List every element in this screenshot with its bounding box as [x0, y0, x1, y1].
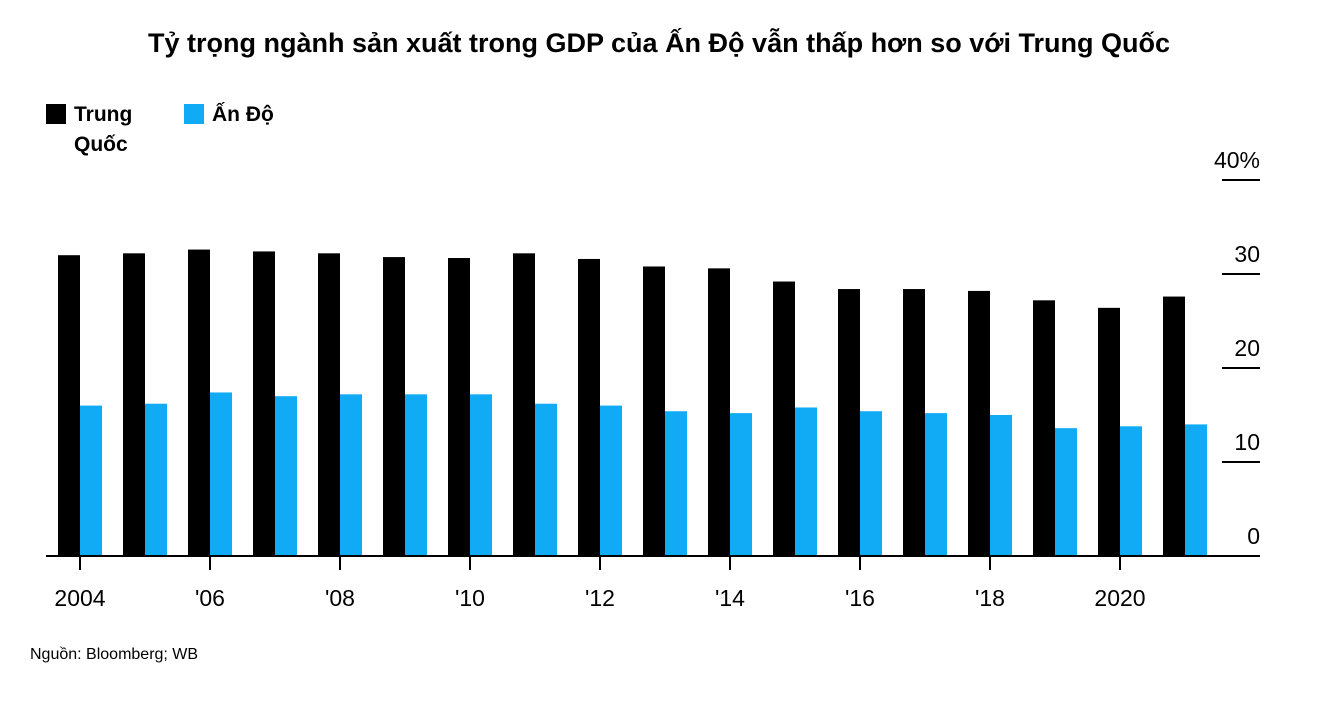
- bar-china: [188, 249, 210, 556]
- bar-china: [1098, 307, 1120, 556]
- bar-china: [1163, 296, 1185, 556]
- legend-swatch-india: [184, 104, 204, 124]
- legend-label-india: Ấn Độ: [212, 103, 274, 126]
- legend-label-china: Trung Quốc: [74, 103, 133, 156]
- bar-china: [708, 268, 730, 556]
- x-tick-label: 2004: [54, 585, 105, 611]
- chart-title: Tỷ trọng ngành sản xuất trong GDP của Ấn…: [148, 28, 1170, 58]
- bar-india: [925, 413, 947, 556]
- bar-china: [448, 258, 470, 556]
- legend-swatch-china: [46, 104, 66, 124]
- bar-india: [275, 396, 297, 556]
- bar-india: [80, 405, 102, 556]
- bar-india: [860, 411, 882, 556]
- bar-india: [535, 403, 557, 556]
- bar-india: [665, 411, 687, 556]
- bar-china: [123, 253, 145, 556]
- x-tick-label: '10: [455, 585, 485, 611]
- y-tick-label: 10: [1234, 429, 1260, 455]
- bar-china: [903, 289, 925, 556]
- bar-china: [773, 281, 795, 556]
- x-tick-label: '16: [845, 585, 875, 611]
- x-tick-label: '18: [975, 585, 1005, 611]
- x-tick-label: '14: [715, 585, 745, 611]
- bar-china: [253, 251, 275, 556]
- bar-india: [795, 407, 817, 556]
- bar-india: [730, 413, 752, 556]
- bar-india: [600, 405, 622, 556]
- bar-china: [578, 258, 600, 556]
- y-tick-label: 30: [1234, 241, 1260, 267]
- x-tick-label: '06: [195, 585, 225, 611]
- legend: Trung Quốc Ấn Độ: [46, 100, 274, 160]
- bar-china: [513, 253, 535, 556]
- bar-china: [838, 289, 860, 556]
- legend-item-india: Ấn Độ: [184, 100, 274, 160]
- bar-india: [470, 394, 492, 556]
- bar-india: [405, 394, 427, 556]
- y-tick-label: 40%: [1214, 147, 1260, 173]
- bar-india: [1185, 424, 1207, 556]
- y-tick-label: 0: [1247, 523, 1260, 549]
- bar-india: [145, 403, 167, 556]
- bar-china: [968, 290, 990, 556]
- bar-china: [643, 266, 665, 556]
- legend-item-china: Trung Quốc: [46, 100, 144, 160]
- y-tick-label: 20: [1234, 335, 1260, 361]
- source-note: Nguồn: Bloomberg; WB: [30, 646, 199, 663]
- bar-china: [318, 253, 340, 556]
- bar-china: [383, 257, 405, 556]
- x-tick-label: '08: [325, 585, 355, 611]
- bar-india: [1120, 426, 1142, 556]
- x-tick-label: 2020: [1094, 585, 1145, 611]
- bar-china: [58, 255, 80, 556]
- bar-india: [990, 415, 1012, 556]
- x-tick-label: '12: [585, 585, 615, 611]
- bar-india: [340, 394, 362, 556]
- bar-india: [210, 392, 232, 556]
- bar-india: [1055, 428, 1077, 556]
- bar-china: [1033, 300, 1055, 556]
